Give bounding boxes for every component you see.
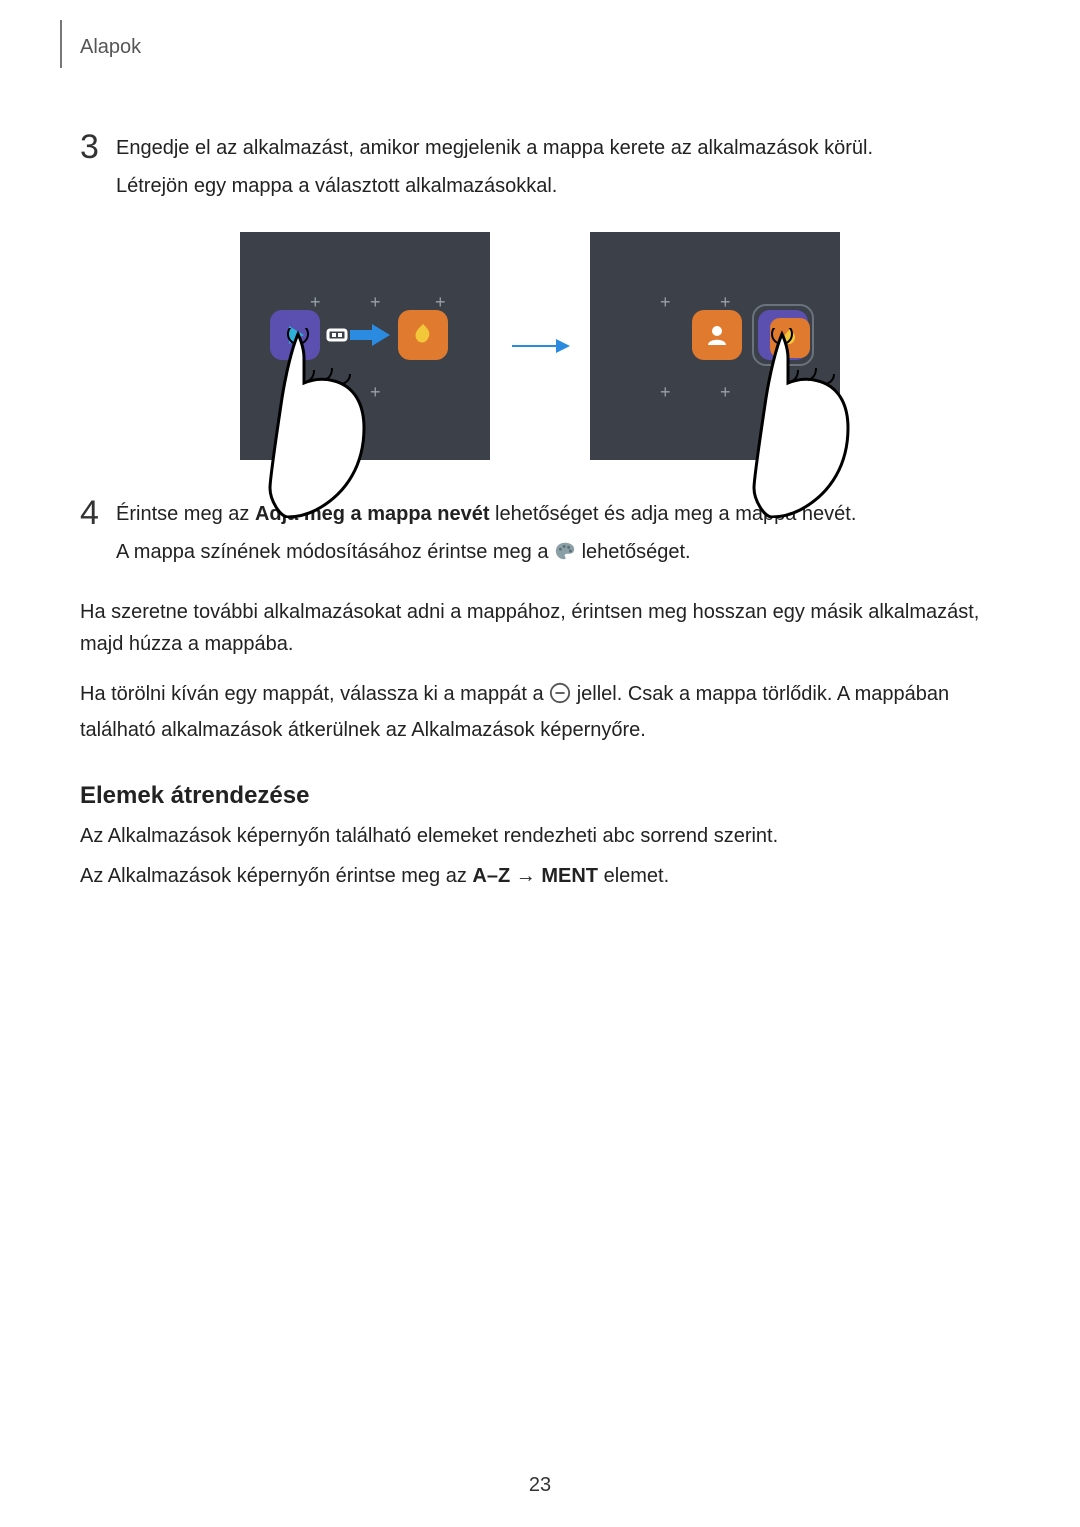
step-3-line2: Létrejön egy mappa a választott alkalmaz… bbox=[116, 170, 873, 202]
step-number: 4 bbox=[80, 496, 116, 530]
page: Alapok 3 Engedje el az alkalmazást, amik… bbox=[0, 0, 1080, 1527]
step-3-line1: Engedje el az alkalmazást, amikor megjel… bbox=[116, 132, 873, 164]
palette-icon bbox=[554, 540, 576, 572]
text: Érintse meg az bbox=[116, 503, 255, 525]
screen-before: + + + + + bbox=[240, 232, 490, 460]
placeholder-plus: + bbox=[370, 292, 381, 313]
content: 3 Engedje el az alkalmazást, amikor megj… bbox=[80, 40, 1000, 892]
placeholder-plus: + bbox=[370, 382, 381, 403]
step-4-body: Érintse meg az Adja meg a mappa nevét le… bbox=[116, 496, 856, 578]
placeholder-plus: + bbox=[310, 382, 321, 403]
step-4-line2: A mappa színének módosításához érintse m… bbox=[116, 536, 856, 572]
app-icon-contacts bbox=[692, 310, 742, 360]
text: Ha törölni kíván egy mappát, válassza ki… bbox=[80, 683, 549, 705]
text-bold: MENT bbox=[541, 865, 598, 887]
placeholder-plus: + bbox=[660, 382, 671, 403]
text: A mappa színének módosításához érintse m… bbox=[116, 541, 554, 563]
step-4: 4 Érintse meg az Adja meg a mappa nevét … bbox=[80, 496, 1000, 578]
transition-arrow-icon bbox=[510, 334, 570, 358]
screen-after: + + + + bbox=[590, 232, 840, 460]
text: lehetőséget. bbox=[582, 541, 691, 563]
text: lehetőséget és adja meg a mappa nevét. bbox=[489, 503, 856, 525]
step-3: 3 Engedje el az alkalmazást, amikor megj… bbox=[80, 130, 1000, 208]
section-paragraph-1: Az Alkalmazások képernyőn található elem… bbox=[80, 820, 1000, 852]
drag-arrow-icon bbox=[326, 320, 390, 355]
minus-circle-icon bbox=[549, 682, 571, 714]
placeholder-plus: + bbox=[720, 382, 731, 403]
text: elemet. bbox=[598, 865, 669, 887]
placeholder-plus: + bbox=[660, 292, 671, 313]
text: → bbox=[510, 865, 541, 887]
header-section-label: Alapok bbox=[80, 36, 141, 59]
header-rule bbox=[60, 20, 62, 68]
page-number: 23 bbox=[0, 1474, 1080, 1497]
text-bold: A–Z bbox=[472, 865, 510, 887]
text-bold: Adja meg a mappa nevét bbox=[255, 503, 490, 525]
paragraph-delete-folder: Ha törölni kíván egy mappát, válassza ki… bbox=[80, 678, 1000, 746]
app-icon-gallery bbox=[770, 318, 810, 358]
figure: + + + + + bbox=[80, 232, 1000, 460]
paragraph-add-apps: Ha szeretne további alkalmazásokat adni … bbox=[80, 596, 1000, 660]
app-icon-gallery bbox=[398, 310, 448, 360]
section-paragraph-2: Az Alkalmazások képernyőn érintse meg az… bbox=[80, 860, 1000, 892]
step-number: 3 bbox=[80, 130, 116, 164]
text: Az Alkalmazások képernyőn érintse meg az bbox=[80, 865, 472, 887]
step-3-body: Engedje el az alkalmazást, amikor megjel… bbox=[116, 130, 873, 208]
app-icon-video bbox=[270, 310, 320, 360]
section-heading: Elemek átrendezése bbox=[80, 782, 1000, 810]
hand-gesture-icon bbox=[246, 328, 406, 523]
step-4-line1: Érintse meg az Adja meg a mappa nevét le… bbox=[116, 498, 856, 530]
